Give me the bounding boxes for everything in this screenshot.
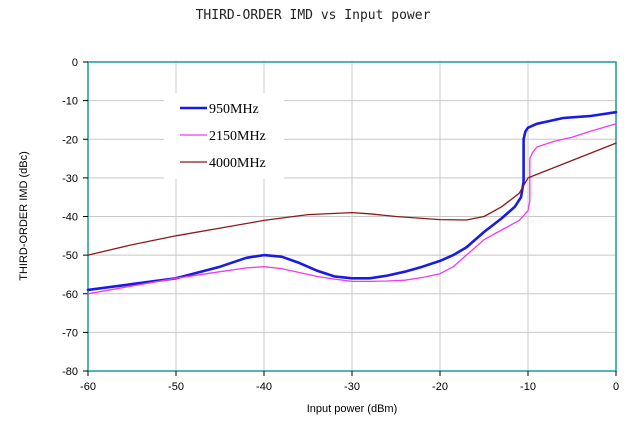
chart-title: THIRD-ORDER IMD vs Input power — [196, 8, 431, 23]
x-tick-label: -10 — [520, 381, 536, 393]
y-tick-label: -70 — [62, 327, 78, 339]
y-tick-label: 0 — [72, 57, 78, 69]
legend-label: 2150MHz — [209, 129, 266, 144]
y-tick-label: -20 — [62, 134, 78, 146]
x-axis-label: Input power (dBm) — [307, 403, 397, 415]
y-axis-label: THIRD-ORDER IMD (dBc) — [18, 151, 30, 281]
legend: 950MHz 2150MHz 4000MHz — [164, 93, 284, 179]
series-line-950MHz — [86, 110, 618, 292]
series-line-2150MHz — [87, 123, 617, 295]
y-tick-label: -60 — [62, 289, 78, 301]
x-tick-label: 0 — [613, 381, 619, 393]
x-tick-label: -60 — [80, 381, 96, 393]
legend-label: 950MHz — [209, 102, 259, 117]
y-tick-label: -10 — [62, 96, 78, 108]
series-line-4000MHz — [87, 142, 617, 256]
legend-label: 4000MHz — [209, 156, 266, 171]
y-tick-label: -50 — [62, 250, 78, 262]
x-tick-label: -20 — [432, 381, 448, 393]
x-tick-label: -30 — [344, 381, 360, 393]
y-tick-label: -80 — [62, 366, 78, 378]
y-tick-label: -30 — [62, 173, 78, 185]
x-axis-ticks: -60 -50 -40 -30 -20 -10 0 — [80, 371, 619, 393]
series-layer — [86, 110, 618, 295]
x-tick-label: -50 — [168, 381, 184, 393]
x-tick-label: -40 — [256, 381, 272, 393]
y-axis-ticks: 0 -10 -20 -30 -40 -50 -60 -70 -80 — [62, 57, 88, 378]
y-tick-label: -40 — [62, 212, 78, 224]
